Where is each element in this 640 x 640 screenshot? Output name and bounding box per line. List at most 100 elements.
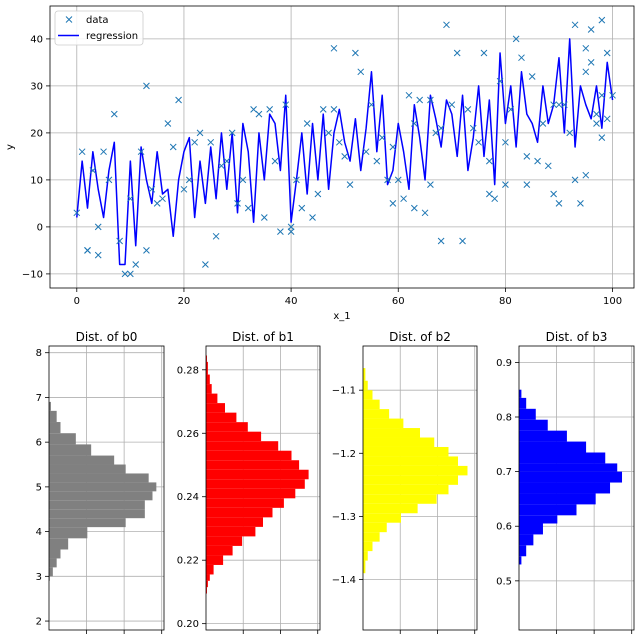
histogram-bar [206,450,292,461]
data-point [475,138,482,146]
histogram-bar [363,465,468,476]
data-point [110,110,118,118]
histogram-bar [206,355,207,362]
histogram-bar [49,500,145,510]
legend: data regression [54,10,144,46]
histogram-title: Dist. of b3 [546,330,608,344]
y-tick-label: 20 [30,128,43,139]
histogram-bar [363,532,380,542]
data-point [496,77,504,85]
histogram-bar [206,545,233,556]
histogram-bar [363,494,437,504]
data-point [437,124,445,132]
data-point [260,214,268,221]
data-point [582,68,590,76]
data-point [582,44,590,52]
histogram-bar [519,419,548,431]
histogram-bar [49,527,88,539]
data-point [523,153,531,160]
histogram-bar [363,560,366,574]
histogram-bar [519,556,522,565]
y-tick-label: 3 [36,572,42,583]
data-point [394,176,402,184]
histogram-bar [363,475,458,485]
data-point [357,68,365,76]
y-tick-label: 2 [36,617,42,628]
data-point [94,251,102,259]
y-tick-label: 0.28 [177,365,199,376]
y-tick-label: 7 [36,393,42,404]
histogram-bar [363,446,449,457]
data-point [266,106,274,113]
histogram-bar [49,491,153,501]
data-point [373,157,381,165]
histogram-b2: −1.4 −1.3 −1.2 −1.1 Dist. of b2 [332,330,478,634]
data-point [598,16,606,24]
histogram-bar [206,526,256,537]
data-point [550,190,557,198]
data-point [185,176,193,184]
data-point [169,143,177,151]
histogram-bar [206,580,208,588]
data-point [459,237,466,245]
data-point [427,181,434,188]
data-point [587,26,595,33]
data-point [507,106,515,113]
data-point [325,129,332,137]
data-point [598,91,606,99]
histogram-bar [206,498,284,508]
plot-frame [362,345,478,631]
plot-frame [205,345,321,631]
data-point [389,200,397,207]
histogram-bar [206,422,248,432]
histogram-bar [519,471,623,483]
data-point [502,138,509,146]
histogram-bar [206,587,207,594]
data-point [416,96,424,104]
data-point [485,190,493,198]
histogram-bar [363,541,373,552]
data-point [250,106,257,113]
y-tick-label: 0.8 [496,413,512,424]
histogram-bar [206,393,218,404]
y-tick-label: 0.6 [496,522,512,533]
data-point [453,49,461,57]
legend-label-data: data [86,15,109,26]
data-point [228,129,236,137]
histogram-b1: 0.20 0.22 0.24 0.26 0.28 Dist. of b1 [177,330,321,634]
histogram-bar [519,482,611,494]
histogram-bar [49,422,61,434]
data-point [196,129,204,137]
data-point [389,143,397,151]
histogram-title: Dist. of b2 [389,330,451,344]
y-tick-label: 0 [37,222,43,233]
regression-line [76,38,614,266]
data-point [603,115,611,123]
x-tick-label: 100 [603,296,622,307]
histogram-bar [49,433,76,445]
data-point [362,148,370,156]
histogram-bar [519,504,577,516]
data-point [175,96,182,104]
histogram-bar [49,455,115,465]
histogram-bar [49,558,57,568]
data-point [143,82,150,90]
data-point [582,171,590,179]
data-point [593,110,600,118]
histogram-bar [519,515,558,524]
data-point [480,49,488,57]
data-point [319,106,327,113]
histogram-bar [363,484,449,495]
histogram-bar [363,380,368,391]
histogram-bar [519,493,596,505]
data-point [143,247,150,254]
data-point [485,157,493,165]
y-tick-label: 10 [30,175,43,186]
y-tick-label: 8 [36,348,42,359]
histogram-bar [363,437,435,447]
histogram-bar [206,374,210,385]
data-point [368,101,375,109]
histogram-bar [206,536,243,546]
data-point [330,44,338,52]
